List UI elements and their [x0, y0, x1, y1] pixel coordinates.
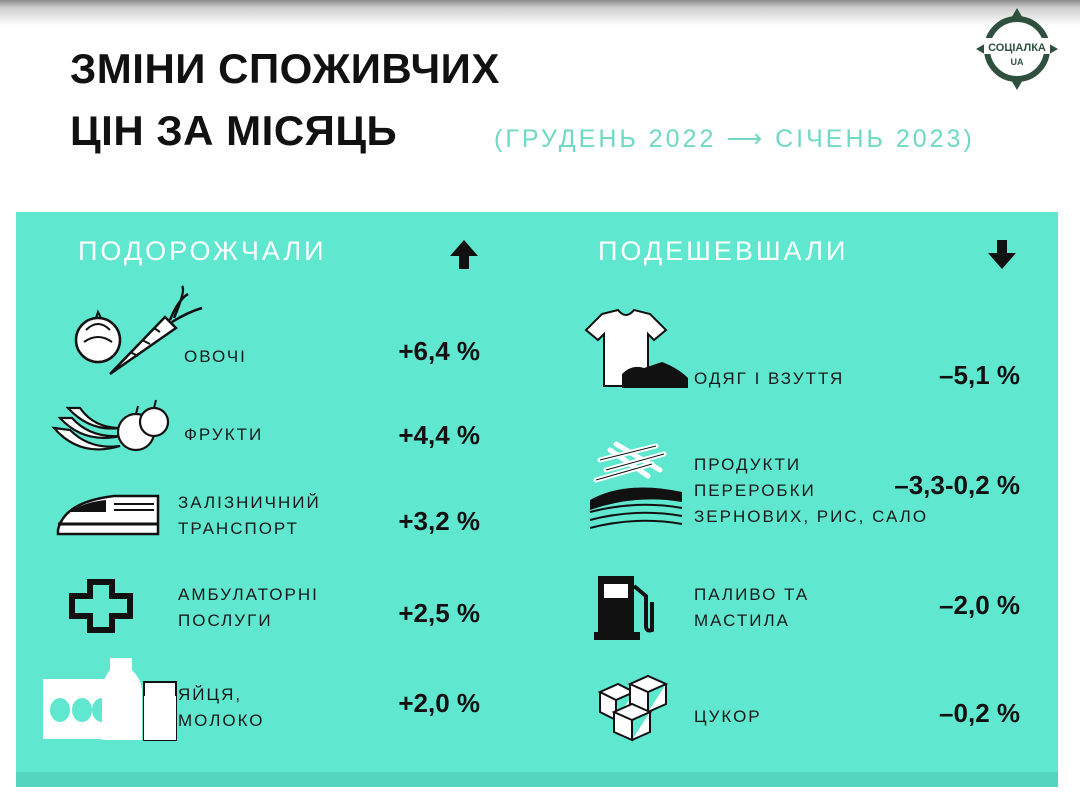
label-fruits: ФРУКТИ — [184, 425, 264, 444]
logo-text-top: СОЦІАЛКА — [988, 42, 1046, 54]
prices-panel — [16, 212, 1058, 787]
value-rail-transport: +3,2 % — [398, 506, 480, 536]
label-fuel: ПАЛИВО ТА МАСТИЛА — [694, 585, 810, 630]
label-vegetables: ОВОЧІ — [184, 347, 247, 366]
arrow-down-icon — [984, 236, 1020, 280]
period-label: (ГРУДЕНЬ 2022 ⟶ СІЧЕНЬ 2023) — [494, 125, 975, 153]
value-fuel: –2,0 % — [939, 590, 1020, 620]
label-clothing: ОДЯГ І ВЗУТТЯ — [694, 369, 845, 388]
label-grain-products: ПРОДУКТИ ПЕРЕРОБКИ ЗЕРНОВИХ, РИС, САЛО — [694, 455, 929, 526]
value-sugar: –0,2 % — [939, 698, 1020, 728]
falling-title: ПОДЕШЕВШАЛИ — [598, 236, 849, 266]
title-line-1: ЗМІНИ СПОЖИВЧИХ — [70, 45, 500, 92]
fuel-pump-icon — [592, 572, 662, 649]
medical-cross-icon — [68, 578, 134, 639]
eggs-milk-icon — [40, 652, 180, 749]
panel-bottom-band — [16, 772, 1058, 787]
label-sugar: ЦУКОР — [694, 707, 762, 726]
value-fruits: +4,4 % — [398, 420, 480, 450]
value-vegetables: +6,4 % — [398, 336, 480, 366]
label-eggs-milk: ЯЙЦЯ, МОЛОКО — [178, 685, 265, 730]
fruits-icon — [50, 388, 170, 468]
page-title: ЗМІНИ СПОЖИВЧИХ ЦІН ЗА МІСЯЦЬ — [70, 38, 500, 162]
label-rail-transport: ЗАЛІЗНИЧНИЙ ТРАНСПОРТ — [178, 493, 321, 538]
sugar-cubes-icon — [592, 674, 672, 749]
train-icon — [54, 488, 164, 549]
title-line-2: ЦІН ЗА МІСЯЦЬ — [70, 107, 398, 154]
logo-text-bottom: UA — [1011, 57, 1024, 67]
value-clothing: –5,1 % — [939, 360, 1020, 390]
value-grain-products: –3,3-0,2 % — [894, 470, 1020, 500]
socialka-logo: СОЦІАЛКА UA — [974, 6, 1060, 92]
grain-products-icon — [586, 440, 686, 537]
value-eggs-milk: +2,0 % — [398, 688, 480, 718]
rising-title: ПОДОРОЖЧАЛИ — [78, 236, 327, 266]
label-outpatient: АМБУЛАТОРНІ ПОСЛУГИ — [178, 585, 319, 630]
arrow-up-icon — [446, 236, 482, 280]
vegetables-icon — [70, 282, 210, 382]
value-outpatient: +2,5 % — [398, 598, 480, 628]
top-shadow — [0, 0, 1080, 26]
clothing-shoes-icon — [582, 308, 692, 399]
